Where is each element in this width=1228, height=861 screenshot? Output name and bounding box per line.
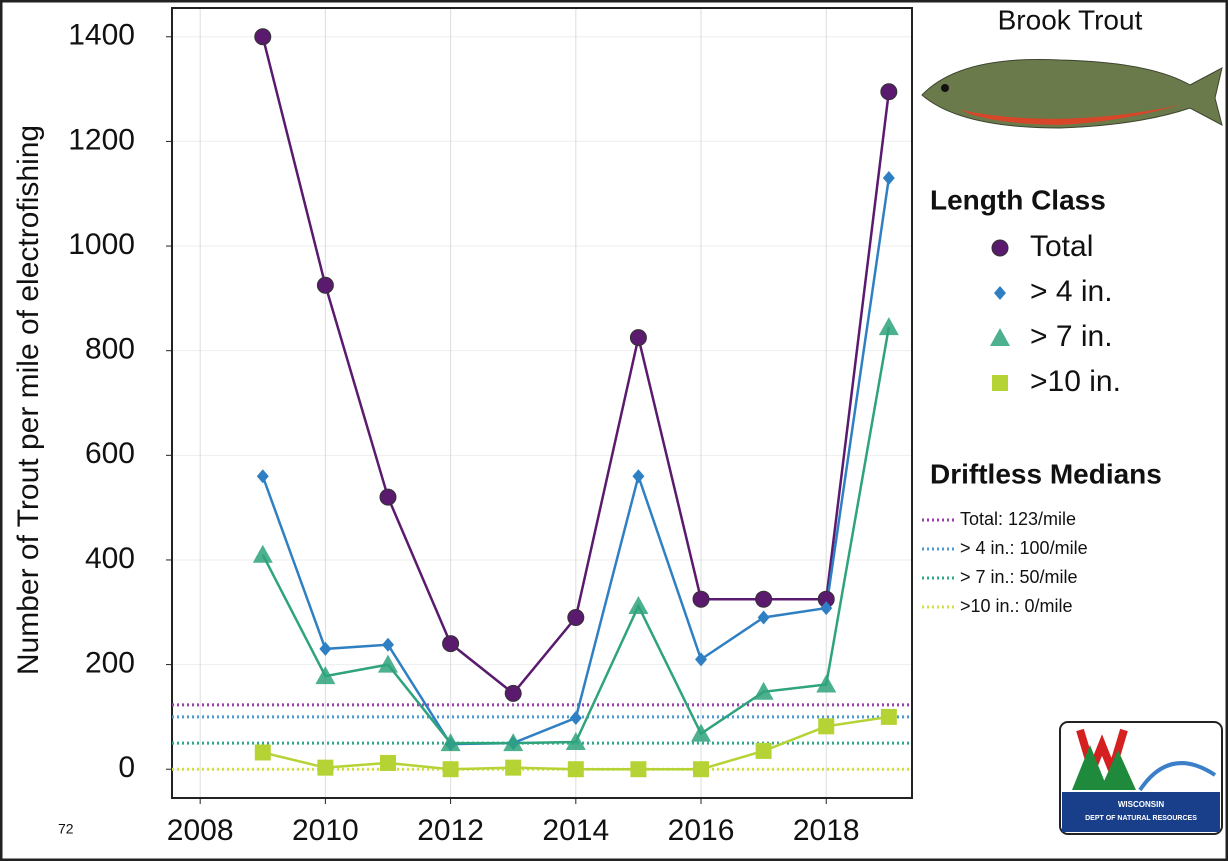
y-tick-label: 200 bbox=[85, 647, 135, 680]
marker bbox=[630, 761, 646, 777]
legend-label: > 4 in. bbox=[1030, 275, 1113, 308]
median-legend-label: >10 in.: 0/mile bbox=[960, 596, 1073, 616]
page-number: 72 bbox=[58, 821, 74, 837]
marker bbox=[693, 591, 709, 607]
marker bbox=[881, 84, 897, 100]
y-tick-label: 800 bbox=[85, 333, 135, 366]
marker bbox=[505, 685, 521, 701]
dnr-logo: WISCONSIN DEPT OF NATURAL RESOURCES bbox=[1060, 722, 1222, 834]
marker bbox=[568, 761, 584, 777]
marker bbox=[443, 761, 459, 777]
logo-text: DEPT OF NATURAL RESOURCES bbox=[1085, 815, 1197, 822]
y-tick-label: 400 bbox=[85, 542, 135, 575]
medians-title: Driftless Medians bbox=[930, 458, 1162, 489]
marker bbox=[317, 760, 333, 776]
median-legend-label: > 7 in.: 50/mile bbox=[960, 567, 1078, 587]
legend-marker bbox=[992, 375, 1008, 391]
y-tick-label: 1200 bbox=[68, 123, 135, 156]
y-axis-title: Number of Trout per mile of electrofishi… bbox=[12, 125, 45, 675]
marker bbox=[756, 591, 772, 607]
x-tick-label: 2012 bbox=[417, 814, 484, 847]
y-tick-label: 600 bbox=[85, 437, 135, 470]
chart: Brook Trout 72 WISCONSIN DEPT OF NATURAL… bbox=[0, 0, 1228, 861]
marker bbox=[756, 743, 772, 759]
x-tick-label: 2008 bbox=[167, 814, 234, 847]
marker bbox=[881, 709, 897, 725]
page: Brook Trout 72 WISCONSIN DEPT OF NATURAL… bbox=[0, 0, 1228, 861]
x-tick-label: 2010 bbox=[292, 814, 359, 847]
x-tick-label: 2016 bbox=[668, 814, 735, 847]
median-legend-label: Total: 123/mile bbox=[960, 509, 1076, 529]
x-tick-label: 2014 bbox=[542, 814, 609, 847]
logo-text: WISCONSIN bbox=[1118, 800, 1164, 809]
marker bbox=[505, 760, 521, 776]
y-tick-label: 0 bbox=[118, 751, 135, 784]
background bbox=[0, 0, 1228, 861]
marker bbox=[317, 277, 333, 293]
median-legend-label: > 4 in.: 100/mile bbox=[960, 538, 1088, 558]
marker bbox=[255, 29, 271, 45]
marker bbox=[380, 489, 396, 505]
y-tick-label: 1000 bbox=[68, 228, 135, 261]
x-tick-label: 2018 bbox=[793, 814, 860, 847]
y-tick-label: 1400 bbox=[68, 19, 135, 52]
marker bbox=[630, 330, 646, 346]
marker bbox=[255, 744, 271, 760]
legend-marker bbox=[992, 240, 1008, 256]
marker bbox=[568, 610, 584, 626]
marker bbox=[380, 755, 396, 771]
marker bbox=[818, 718, 834, 734]
marker bbox=[693, 761, 709, 777]
legend-label: Total bbox=[1030, 230, 1093, 263]
species-title: Brook Trout bbox=[998, 4, 1143, 35]
legend-title: Length Class bbox=[930, 184, 1106, 215]
marker bbox=[443, 636, 459, 652]
legend-label: > 7 in. bbox=[1030, 320, 1113, 353]
legend-label: >10 in. bbox=[1030, 365, 1121, 398]
